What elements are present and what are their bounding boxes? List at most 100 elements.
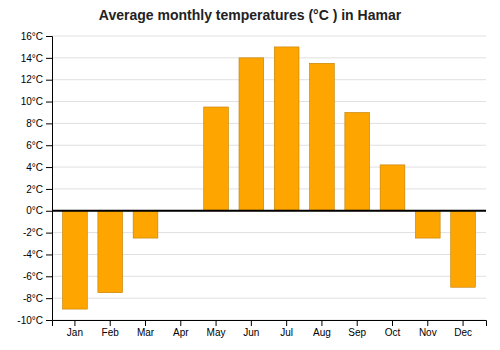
tick-label: Aug bbox=[313, 327, 331, 338]
x-tick: Dec bbox=[454, 320, 472, 338]
zero-line bbox=[52, 210, 486, 212]
tick-label: 10°C bbox=[21, 96, 43, 107]
grid-line bbox=[52, 210, 486, 211]
tick-label: Jan bbox=[67, 327, 83, 338]
tick-mark bbox=[427, 320, 428, 326]
y-tick: 10°C bbox=[21, 96, 52, 107]
tick-mark bbox=[321, 320, 322, 326]
x-tick: Jun bbox=[243, 320, 259, 338]
tick-mark bbox=[463, 320, 464, 326]
tick-mark bbox=[46, 320, 52, 321]
tick-mark bbox=[110, 320, 111, 326]
bar bbox=[98, 211, 123, 293]
tick-mark bbox=[46, 145, 52, 146]
grid-line bbox=[52, 167, 486, 168]
grid bbox=[52, 36, 486, 320]
axis-line bbox=[53, 321, 487, 327]
tick-mark bbox=[46, 189, 52, 190]
tick-label: Jun bbox=[243, 327, 259, 338]
bars bbox=[63, 47, 476, 309]
tick-mark bbox=[286, 320, 287, 326]
chart: Average monthly temperatures (°C ) in Ha… bbox=[0, 0, 500, 350]
x-tick: Mar bbox=[137, 320, 155, 338]
tick-label: -8°C bbox=[23, 293, 43, 304]
bar bbox=[345, 112, 370, 210]
x-tick: Apr bbox=[173, 320, 189, 338]
x-tick: Sep bbox=[348, 320, 366, 338]
y-tick: -6°C bbox=[23, 271, 52, 282]
grid-line bbox=[52, 188, 486, 189]
tick-mark bbox=[46, 58, 52, 59]
tick-mark bbox=[46, 36, 52, 37]
tick-label: 0°C bbox=[26, 205, 43, 216]
tick-mark bbox=[251, 320, 252, 326]
tick-label: 4°C bbox=[26, 162, 43, 173]
tick-mark bbox=[46, 276, 52, 277]
bar bbox=[451, 211, 476, 287]
grid-line bbox=[52, 123, 486, 124]
tick-mark bbox=[74, 320, 75, 326]
grid-line bbox=[52, 101, 486, 102]
tick-mark bbox=[46, 254, 52, 255]
tick-mark bbox=[357, 320, 358, 326]
bar bbox=[133, 211, 158, 238]
tick-label: -4°C bbox=[23, 249, 43, 260]
tick-label: Feb bbox=[102, 327, 120, 338]
tick-label: May bbox=[207, 327, 226, 338]
y-tick: -8°C bbox=[23, 293, 52, 304]
tick-label: 2°C bbox=[26, 184, 43, 195]
tick-mark bbox=[46, 102, 52, 103]
bar bbox=[310, 63, 335, 210]
plot: -10°C -8°C -6°C -4°C -2°C 0°C 2°C 4°C 6°C 8°C 10°C… bbox=[17, 31, 486, 338]
tick-label: 16°C bbox=[21, 31, 43, 42]
tick-label: Jul bbox=[280, 327, 293, 338]
grid-line bbox=[52, 145, 486, 146]
grid-line bbox=[52, 298, 486, 299]
y-tick: -4°C bbox=[23, 249, 52, 260]
y-tick: -2°C bbox=[23, 227, 52, 238]
tick-label: Nov bbox=[419, 327, 437, 338]
tick-mark bbox=[145, 320, 146, 326]
tick-mark bbox=[46, 233, 52, 234]
y-tick: 6°C bbox=[26, 140, 52, 151]
tick-mark bbox=[216, 320, 217, 326]
x-axis: Jan Feb Mar Apr May Jun Jul Aug Sep Oct Nov Dec bbox=[53, 320, 487, 338]
tick-label: 6°C bbox=[26, 140, 43, 151]
tick-label: Dec bbox=[454, 327, 472, 338]
tick-mark bbox=[46, 167, 52, 168]
bar bbox=[415, 211, 440, 238]
tick-label: 12°C bbox=[21, 74, 43, 85]
x-tick: Jan bbox=[67, 320, 83, 338]
bar bbox=[204, 107, 229, 211]
axis-line bbox=[46, 37, 53, 321]
tick-mark bbox=[392, 320, 393, 326]
title: Average monthly temperatures (°C ) in Ha… bbox=[99, 7, 402, 23]
bar bbox=[63, 211, 88, 309]
tick-label: 14°C bbox=[21, 53, 43, 64]
tick-label: Oct bbox=[385, 327, 401, 338]
grid-line bbox=[52, 79, 486, 80]
bar bbox=[380, 165, 405, 211]
tick-label: Sep bbox=[348, 327, 366, 338]
grid-line bbox=[52, 57, 486, 58]
tick-mark bbox=[180, 320, 181, 326]
tick-mark bbox=[46, 80, 52, 81]
y-axis: -10°C -8°C -6°C -4°C -2°C 0°C 2°C 4°C 6°C 8°C 10°C… bbox=[17, 31, 52, 326]
tick-label: Mar bbox=[137, 327, 155, 338]
y-tick: 12°C bbox=[21, 74, 52, 85]
y-tick: 0°C bbox=[26, 205, 52, 216]
tick-mark bbox=[46, 298, 52, 299]
x-tick: Aug bbox=[313, 320, 331, 338]
y-tick: -10°C bbox=[17, 315, 52, 326]
y-tick: 4°C bbox=[26, 162, 52, 173]
tick-label: -10°C bbox=[17, 315, 43, 326]
tick-mark bbox=[46, 211, 52, 212]
tick-mark bbox=[46, 123, 52, 124]
x-tick: Nov bbox=[419, 320, 437, 338]
x-tick: Jul bbox=[280, 320, 293, 338]
tick-label: 8°C bbox=[26, 118, 43, 129]
y-tick: 8°C bbox=[26, 118, 52, 129]
y-tick: 14°C bbox=[21, 53, 52, 64]
y-tick: 2°C bbox=[26, 184, 52, 195]
x-tick: Feb bbox=[102, 320, 120, 338]
